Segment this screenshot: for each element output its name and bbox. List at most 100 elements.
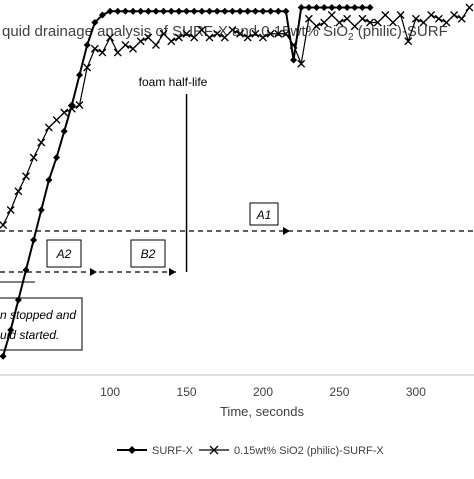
data-point-x <box>121 41 130 49</box>
data-point-x <box>350 22 359 31</box>
data-point-x <box>190 33 199 42</box>
data-point-diamond <box>366 4 374 11</box>
data-point-diamond <box>106 7 114 15</box>
data-point-x <box>228 26 237 34</box>
b2-label: B2 <box>141 247 156 261</box>
note-line-2: uid started. <box>0 328 59 342</box>
data-point-diamond <box>114 7 122 15</box>
data-point-x <box>152 41 160 49</box>
data-point-x <box>343 14 352 23</box>
data-point-diamond <box>183 7 191 15</box>
data-point-diamond <box>98 11 106 19</box>
b2-arrowhead <box>169 268 176 276</box>
data-point-x <box>144 33 153 42</box>
data-point-diamond <box>144 7 152 15</box>
data-point-diamond <box>45 176 53 184</box>
data-point-diamond <box>175 7 183 15</box>
data-point-diamond <box>213 7 221 15</box>
data-point-x <box>174 33 183 42</box>
data-point-x <box>60 108 69 117</box>
a1-arrowhead <box>283 227 290 235</box>
series-sio2-surf-x <box>0 3 474 229</box>
series-layer <box>0 3 474 360</box>
data-point-diamond <box>190 7 198 15</box>
data-point-x <box>358 14 367 23</box>
data-point-diamond <box>351 4 359 11</box>
data-point-diamond <box>53 154 61 161</box>
series-line <box>2 7 470 226</box>
data-point-x <box>304 14 313 23</box>
legend-diamond-marker <box>128 446 136 454</box>
data-point-x <box>106 33 115 42</box>
data-point-x <box>205 33 214 42</box>
data-point-diamond <box>244 7 252 15</box>
data-point-x <box>75 101 84 109</box>
series-surf-x <box>0 4 374 360</box>
a2-arrowhead <box>90 268 97 276</box>
data-point-x <box>396 11 405 19</box>
x-tick-label: 300 <box>406 385 426 399</box>
data-point-x <box>98 48 107 57</box>
data-point-x <box>373 18 382 27</box>
data-point-x <box>113 48 122 57</box>
legend-label-sio2: 0.15wt% SiO2 (philic)-SURF-X <box>234 445 384 457</box>
data-point-x <box>182 29 191 38</box>
data-point-diamond <box>267 7 275 15</box>
data-point-diamond <box>358 4 366 11</box>
data-point-diamond <box>274 7 282 15</box>
data-point-x <box>220 33 229 42</box>
data-point-diamond <box>0 352 7 360</box>
data-point-x <box>197 26 206 34</box>
note-line-1: n stopped and <box>0 308 76 322</box>
data-point-diamond <box>198 7 206 15</box>
x-tick-label: 200 <box>253 385 273 399</box>
data-point-x <box>274 29 283 38</box>
data-point-x <box>327 11 336 19</box>
data-point-diamond <box>236 7 244 15</box>
x-axis-label: Time, seconds <box>220 404 305 419</box>
data-point-x <box>129 44 137 53</box>
data-point-x <box>320 18 329 27</box>
data-point-diamond <box>7 326 15 334</box>
data-point-x <box>236 29 245 38</box>
data-point-diamond <box>251 7 259 15</box>
data-point-diamond <box>305 4 313 11</box>
data-point-x <box>366 18 374 27</box>
data-point-diamond <box>228 7 236 15</box>
b2-box <box>130 239 166 268</box>
data-point-diamond <box>259 7 267 15</box>
data-point-x <box>213 29 222 38</box>
data-point-diamond <box>313 4 321 11</box>
data-point-diamond <box>83 41 91 49</box>
data-point-x <box>251 29 260 38</box>
data-point-x <box>67 104 76 113</box>
x-tick-label: 150 <box>177 385 197 399</box>
data-point-x <box>83 63 92 72</box>
data-point-x <box>297 59 306 68</box>
data-point-diamond <box>60 127 68 135</box>
data-point-x <box>381 11 390 19</box>
data-point-diamond <box>152 7 160 15</box>
legend-x-marker <box>209 445 219 455</box>
legend: SURF-X 0.15wt% SiO2 (philic)-SURF-X <box>117 445 384 457</box>
data-point-x <box>434 14 443 23</box>
a2-box <box>46 239 82 268</box>
data-point-x <box>159 29 168 38</box>
data-point-diamond <box>282 7 290 15</box>
data-point-x <box>243 33 252 42</box>
data-point-x <box>29 153 38 162</box>
half-life-label: foam half-life <box>139 75 208 89</box>
data-point-diamond <box>76 71 84 79</box>
data-point-x <box>136 37 145 46</box>
data-point-diamond <box>137 7 145 15</box>
data-point-x <box>281 29 290 38</box>
data-point-x <box>167 37 176 46</box>
a2-label: A2 <box>56 247 72 261</box>
data-point-x <box>404 37 413 46</box>
data-point-diamond <box>297 4 305 11</box>
a1-box <box>249 202 279 226</box>
legend-item-surf-x: SURF-X <box>117 445 194 457</box>
data-point-x <box>14 187 23 196</box>
data-point-diamond <box>205 7 213 15</box>
data-point-x <box>22 172 30 181</box>
